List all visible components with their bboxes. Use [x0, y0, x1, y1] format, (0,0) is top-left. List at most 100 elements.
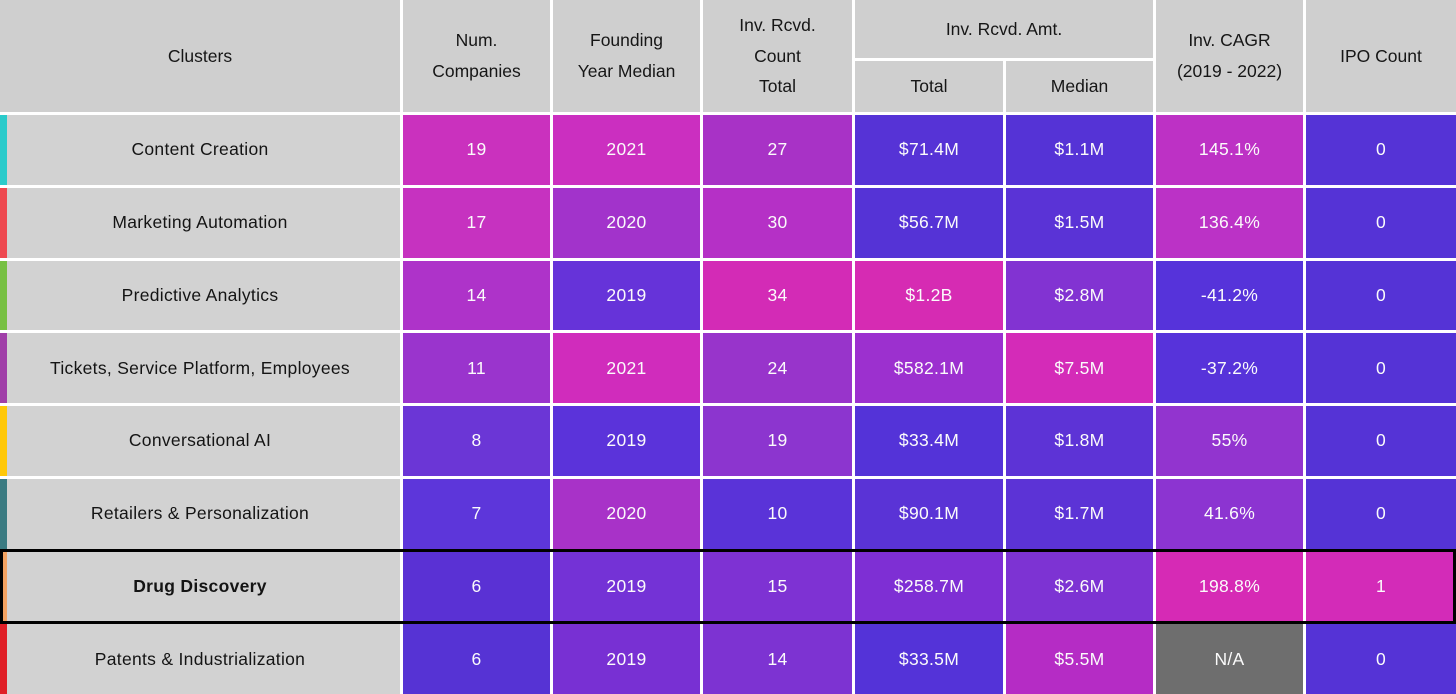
column-header-num-companies: Num. Companies	[403, 0, 550, 112]
cell-inv-rcvd-amt-total: $33.4M	[855, 406, 1003, 476]
cluster-color-stripe	[0, 551, 7, 622]
cluster-label: Retailers & Personalization	[90, 503, 310, 524]
cell-founding-year-median: 2021	[553, 333, 700, 403]
column-header-inv-cagr: Inv. CAGR (2019 - 2022)	[1156, 0, 1303, 112]
cluster-cell: Drug Discovery	[0, 551, 400, 622]
cell-num-companies: 17	[403, 187, 550, 258]
cell-inv-cagr: 198.8%	[1156, 551, 1303, 622]
cell-inv-rcvd-amt-total: $56.7M	[855, 187, 1003, 258]
cluster-color-stripe	[0, 406, 7, 476]
cell-ipo-count: 0	[1306, 478, 1456, 549]
cell-inv-rcvd-amt-median: $1.7M	[1006, 478, 1153, 549]
cell-inv-rcvd-amt-median: $2.6M	[1006, 551, 1153, 622]
table-row: Retailers & Personalization 7 2020 10 $90.1M…	[0, 478, 1456, 549]
cell-num-companies: 6	[403, 551, 550, 622]
cluster-cell: Content Creation	[0, 115, 400, 185]
cell-inv-cagr: -37.2%	[1156, 333, 1303, 403]
cell-ipo-count: 0	[1306, 406, 1456, 476]
cluster-color-stripe	[0, 260, 7, 331]
cluster-label: Content Creation	[131, 139, 269, 160]
table-row: Marketing Automation 17 2020 30 $56.7M $1.5M 1…	[0, 187, 1456, 258]
cluster-label: Tickets, Service Platform, Employees	[50, 357, 350, 378]
cell-inv-rcvd-amt-total: $1.2B	[855, 260, 1003, 331]
cluster-color-stripe	[0, 333, 7, 403]
cell-founding-year-median: 2019	[553, 551, 700, 622]
cell-founding-year-median: 2020	[553, 187, 700, 258]
column-header-clusters: Clusters	[0, 0, 400, 112]
cell-ipo-count: 1	[1306, 551, 1456, 622]
cell-founding-year-median: 2021	[553, 115, 700, 185]
cell-num-companies: 8	[403, 406, 550, 476]
cell-founding-year-median: 2019	[553, 624, 700, 694]
cell-num-companies: 19	[403, 115, 550, 185]
cell-inv-cagr: -41.2%	[1156, 260, 1303, 331]
cluster-label: Drug Discovery	[133, 575, 267, 596]
column-header-inv-amt-total: Total	[855, 61, 1003, 112]
cluster-cell: Predictive Analytics	[0, 260, 400, 331]
cluster-label: Predictive Analytics	[121, 284, 279, 305]
cell-inv-cagr: 55%	[1156, 406, 1303, 476]
cluster-label: Conversational AI	[128, 430, 272, 451]
column-header-inv-amt-median: Median	[1006, 61, 1153, 112]
column-header-inv-rcvd-count: Inv. Rcvd. Count Total	[703, 0, 852, 112]
cluster-color-stripe	[0, 115, 7, 185]
column-header-inv-rcvd-amt: Inv. Rcvd. Amt.	[855, 0, 1153, 58]
cell-inv-rcvd-count-total: 30	[703, 187, 852, 258]
cell-num-companies: 14	[403, 260, 550, 331]
cluster-cell: Conversational AI	[0, 406, 400, 476]
cell-founding-year-median: 2019	[553, 406, 700, 476]
cell-inv-rcvd-count-total: 10	[703, 478, 852, 549]
cell-ipo-count: 0	[1306, 187, 1456, 258]
cell-inv-rcvd-count-total: 27	[703, 115, 852, 185]
table-row: Patents & Industrialization 6 2019 14 $33.5M…	[0, 624, 1456, 694]
cell-inv-rcvd-amt-total: $258.7M	[855, 551, 1003, 622]
table-row: Predictive Analytics 14 2019 34 $1.2B $2.8M -4…	[0, 260, 1456, 331]
cell-inv-rcvd-amt-median: $5.5M	[1006, 624, 1153, 694]
cell-inv-cagr: 136.4%	[1156, 187, 1303, 258]
cell-ipo-count: 0	[1306, 333, 1456, 403]
table-row: Conversational AI 8 2019 19 $33.4M $1.8M 55% 0	[0, 406, 1456, 476]
cell-num-companies: 7	[403, 478, 550, 549]
cell-inv-rcvd-amt-median: $1.8M	[1006, 406, 1153, 476]
table-row: Drug Discovery 6 2019 15 $258.7M $2.6M 198.8% 1	[0, 548, 1456, 624]
cluster-cell: Tickets, Service Platform, Employees	[0, 333, 400, 403]
cell-inv-rcvd-amt-total: $71.4M	[855, 115, 1003, 185]
column-header-ipo-count: IPO Count	[1306, 0, 1456, 112]
cell-ipo-count: 0	[1306, 260, 1456, 331]
cluster-color-stripe	[0, 478, 7, 549]
cell-inv-cagr: N/A	[1156, 624, 1303, 694]
cell-num-companies: 6	[403, 624, 550, 694]
cluster-label: Marketing Automation	[112, 212, 288, 233]
cell-inv-cagr: 145.1%	[1156, 115, 1303, 185]
table-row: Tickets, Service Platform, Employees 11 20…	[0, 333, 1456, 403]
cell-inv-rcvd-amt-median: $1.5M	[1006, 187, 1153, 258]
cluster-cell: Retailers & Personalization	[0, 478, 400, 549]
cell-inv-rcvd-amt-total: $33.5M	[855, 624, 1003, 694]
cell-inv-rcvd-amt-median: $1.1M	[1006, 115, 1153, 185]
cell-founding-year-median: 2019	[553, 260, 700, 331]
cluster-cell: Patents & Industrialization	[0, 624, 400, 694]
cell-inv-rcvd-amt-total: $582.1M	[855, 333, 1003, 403]
cell-ipo-count: 0	[1306, 115, 1456, 185]
cell-ipo-count: 0	[1306, 624, 1456, 694]
cell-founding-year-median: 2020	[553, 478, 700, 549]
cell-inv-rcvd-amt-median: $2.8M	[1006, 260, 1153, 331]
cluster-label: Patents & Industrialization	[94, 648, 306, 669]
table-body: Content Creation 19 2021 27 $71.4M $1.1M 145.1…	[0, 115, 1456, 694]
cell-inv-rcvd-amt-total: $90.1M	[855, 478, 1003, 549]
cell-num-companies: 11	[403, 333, 550, 403]
cluster-color-stripe	[0, 187, 7, 258]
cell-inv-rcvd-count-total: 19	[703, 406, 852, 476]
cell-inv-cagr: 41.6%	[1156, 478, 1303, 549]
cluster-cell: Marketing Automation	[0, 187, 400, 258]
column-header-founding-year: Founding Year Median	[553, 0, 700, 112]
cell-inv-rcvd-count-total: 34	[703, 260, 852, 331]
table-row: Content Creation 19 2021 27 $71.4M $1.1M 145.1…	[0, 115, 1456, 185]
cluster-color-stripe	[0, 624, 7, 694]
cell-inv-rcvd-amt-median: $7.5M	[1006, 333, 1153, 403]
table-header: Clusters Num. Companies Founding Year Me…	[0, 0, 1456, 112]
cell-inv-rcvd-count-total: 15	[703, 551, 852, 622]
cell-inv-rcvd-count-total: 24	[703, 333, 852, 403]
cell-inv-rcvd-count-total: 14	[703, 624, 852, 694]
